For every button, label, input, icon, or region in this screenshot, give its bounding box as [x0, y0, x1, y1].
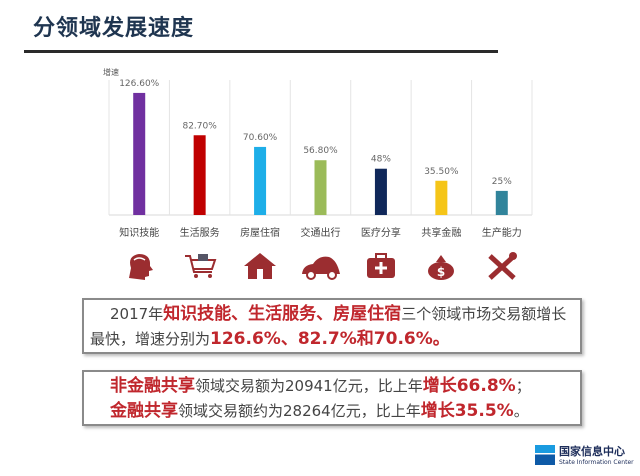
shopping-cart-icon: [180, 250, 220, 280]
category-label: 生产能力: [482, 226, 522, 239]
summary-box-1: 2017年知识技能、生活服务、房屋住宿三个领域市场交易额增长最快，增速分别为12…: [82, 298, 582, 354]
data-label: 48%: [371, 155, 391, 165]
category-label: 知识技能: [119, 226, 159, 239]
tools-icon: [482, 250, 522, 280]
bar-3: [254, 146, 267, 215]
highlight: 金融共享: [110, 401, 178, 421]
logo-en: State Information Center: [559, 459, 634, 466]
text: 2017年: [110, 305, 164, 323]
bar-6: [435, 180, 448, 215]
text: 领域交易额为20941亿元，比上年: [195, 377, 423, 395]
highlight: 增长66.8%: [422, 376, 516, 396]
summary-box-2: 非金融共享领域交易额为20941亿元，比上年增长66.8%； 金融共享领域交易额…: [82, 370, 582, 426]
bar-2: [193, 135, 206, 215]
data-label: 25%: [492, 177, 512, 187]
money-bag-icon: $: [421, 250, 461, 280]
bar-1: [133, 92, 146, 215]
text: 三个领域市场交易额增长最快，增速分别为: [90, 305, 567, 348]
category-label: 房屋住宿: [240, 226, 280, 239]
logo-mark-icon: [535, 444, 555, 465]
category-label: 医疗分享: [361, 226, 401, 239]
data-label: 82.70%: [182, 121, 217, 131]
svg-text:$: $: [437, 265, 445, 279]
category-label: 交通出行: [301, 226, 341, 239]
house-icon: [240, 250, 280, 280]
head-brain-icon: [119, 250, 159, 280]
highlight: 126.6%、82.7%和70.6%。: [210, 329, 450, 349]
data-label: 35.50%: [424, 167, 459, 177]
y-axis-label: 增速: [103, 67, 119, 77]
car-icon: [301, 250, 341, 280]
logo-cn: 国家信息中心: [559, 445, 625, 458]
data-label: 56.80%: [303, 146, 338, 156]
page-title: 分领域发展速度: [33, 16, 195, 41]
title-divider: [24, 50, 498, 53]
data-label: 70.60%: [243, 133, 278, 143]
category-label: 生活服务: [180, 226, 220, 239]
logo: 国家信息中心 State Information Center: [535, 443, 634, 466]
bar-7: [495, 190, 508, 215]
text: ；: [515, 377, 531, 395]
highlight: 非金融共享: [110, 376, 195, 396]
highlight: 增长35.5%: [420, 401, 514, 421]
bar-4: [314, 160, 327, 215]
medical-kit-icon: [361, 250, 401, 280]
text: 。: [513, 402, 529, 420]
data-label: 126.60%: [119, 79, 159, 89]
bar-5: [374, 168, 387, 215]
highlight: 知识技能、生活服务、房屋住宿: [163, 304, 402, 324]
category-label: 共享金融: [421, 226, 461, 239]
text: 领域交易额约为28264亿元，比上年: [178, 402, 421, 420]
